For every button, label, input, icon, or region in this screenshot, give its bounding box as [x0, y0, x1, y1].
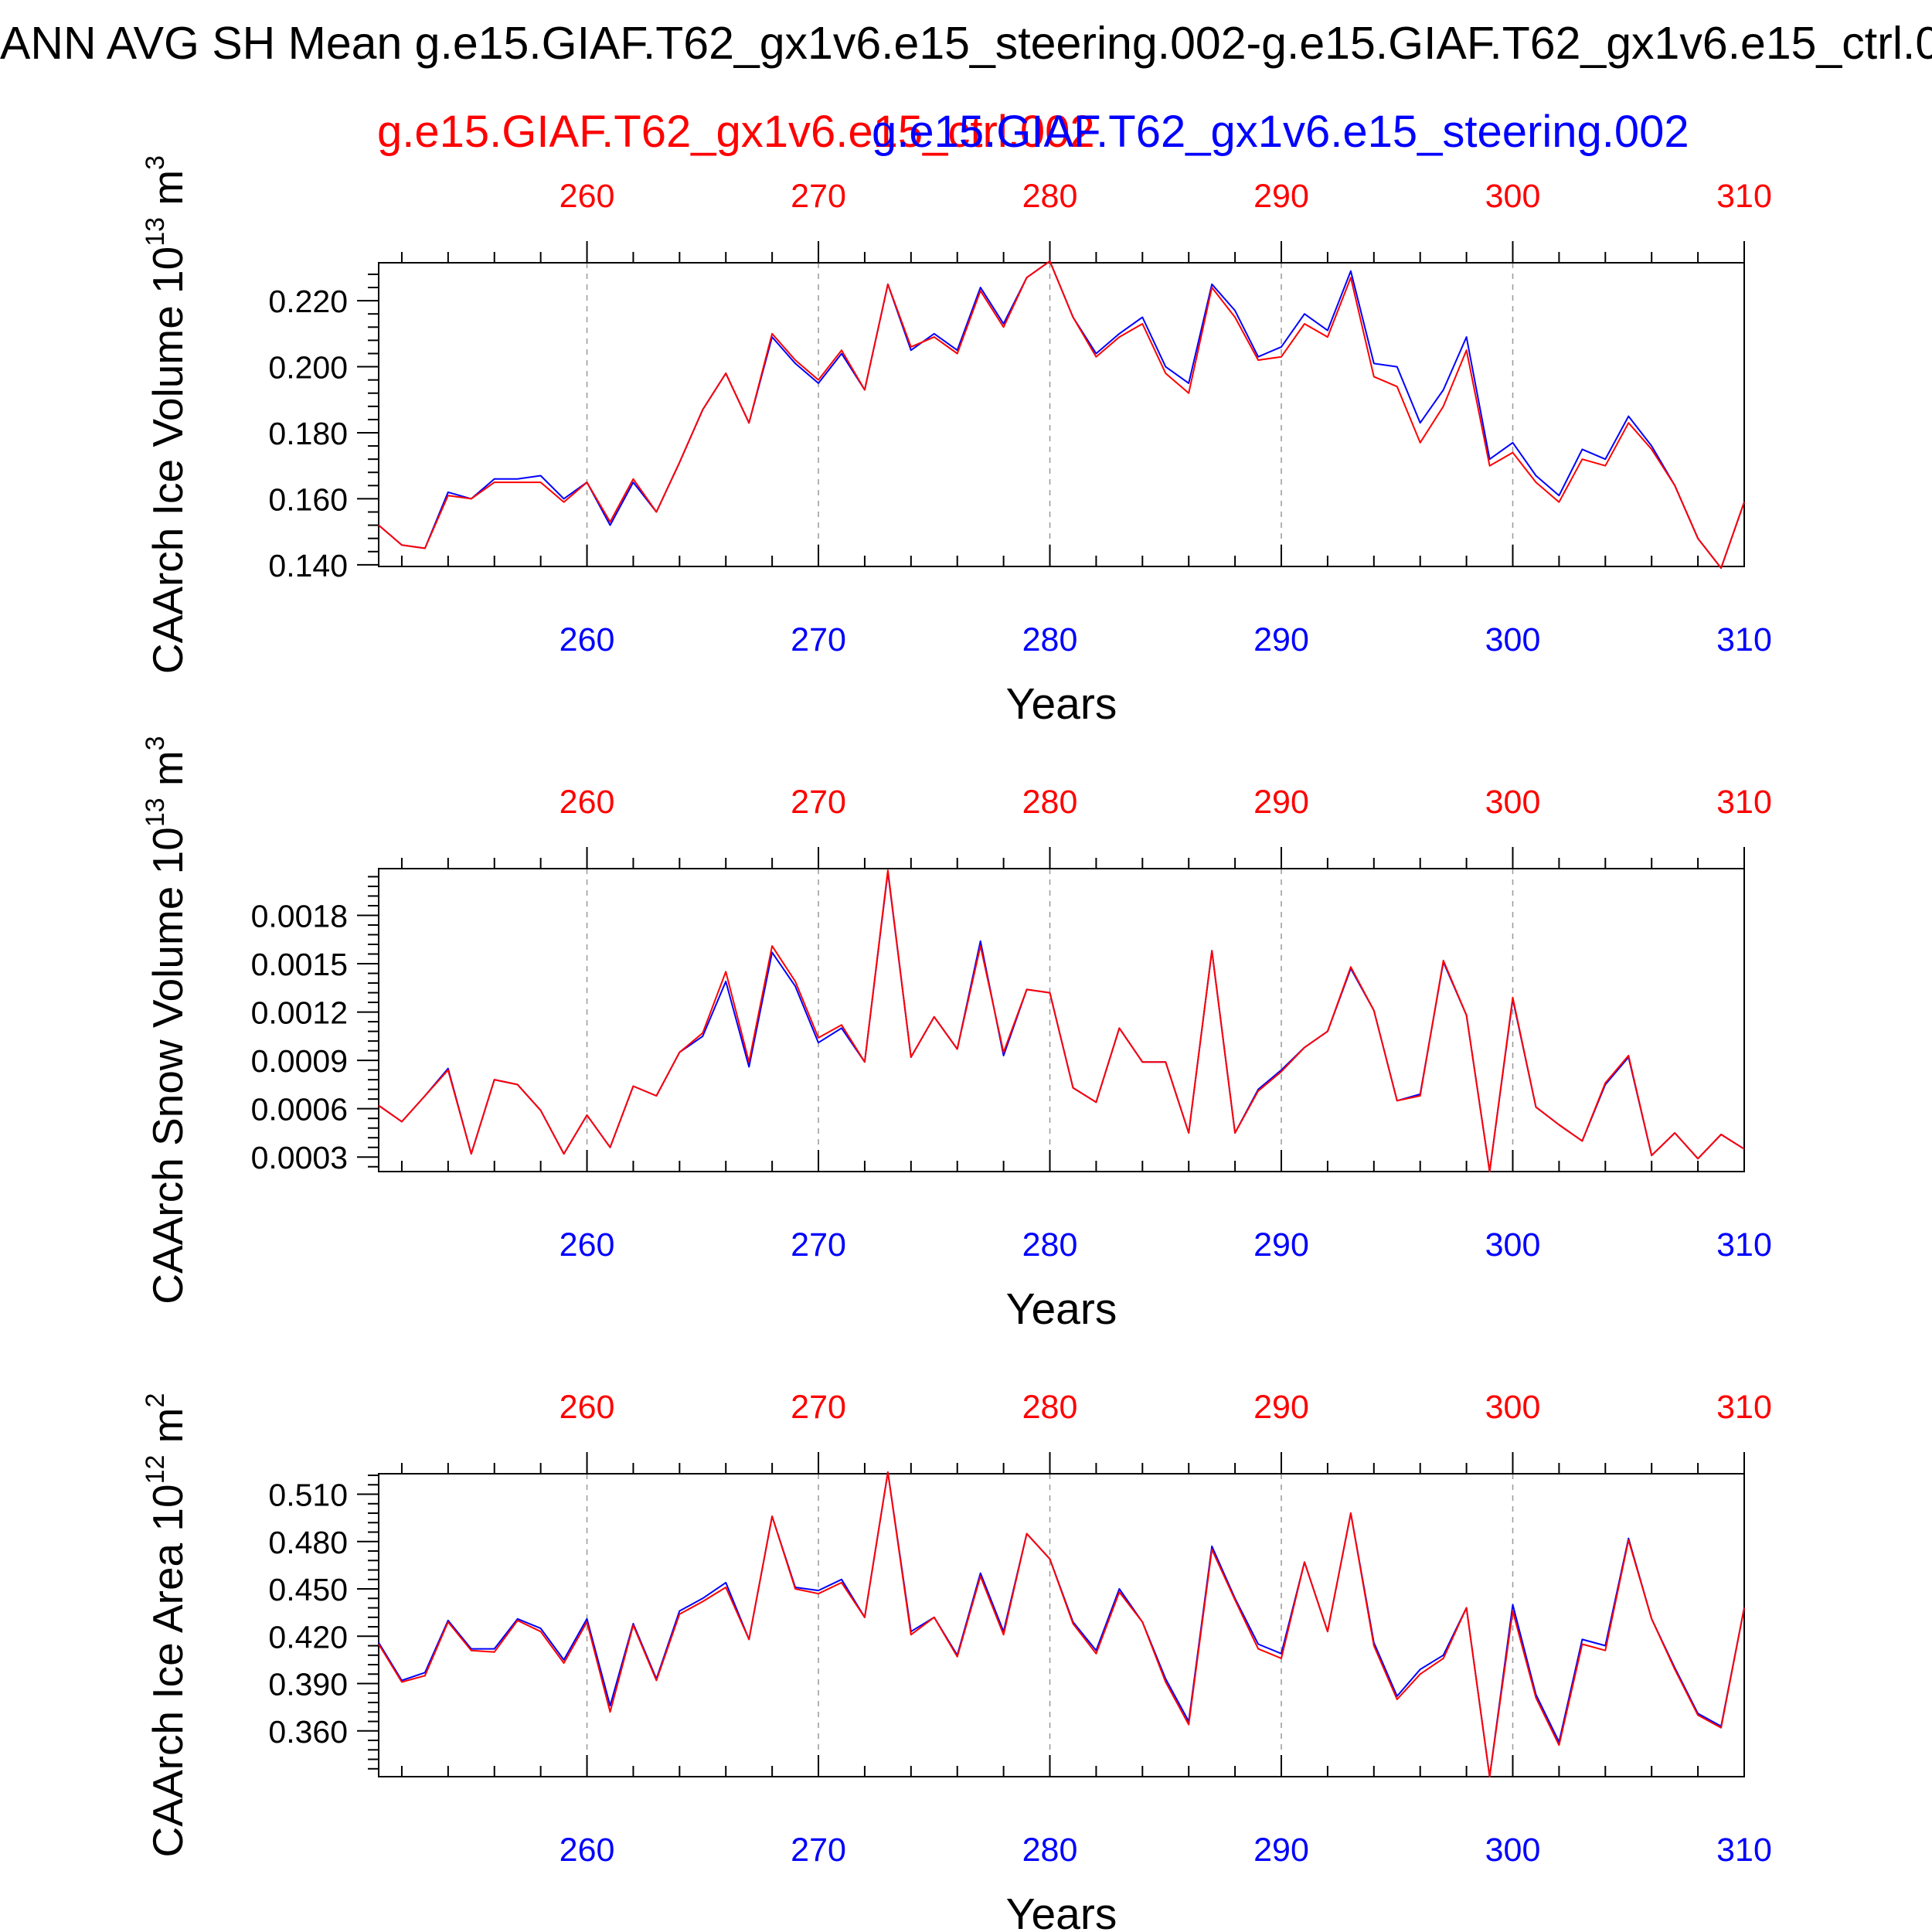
- x-tick-label-top: 310: [1716, 178, 1772, 215]
- y-axis-label: CAArch Ice Area 1012 m2: [141, 1393, 192, 1858]
- legend-ctrl-label: g.e15.GIAF.T62_gx1v6.e15_ctrl.002: [377, 107, 1095, 157]
- series-line-steering: [378, 1471, 1745, 1777]
- y-tick-label: 0.390: [268, 1667, 348, 1702]
- x-tick-label-bottom: 260: [560, 621, 615, 658]
- x-tick-label-top: 300: [1485, 178, 1541, 215]
- x-tick-label-top: 270: [791, 784, 846, 821]
- plot-frame: [378, 262, 1745, 567]
- y-tick-label: 0.0003: [251, 1140, 348, 1175]
- x-tick-label-top: 280: [1022, 784, 1078, 821]
- y-tick-label: 0.480: [268, 1525, 348, 1560]
- panel-3: 0.360 0.390 0.420 0.450 0.480 0.510 260 260 270 2…: [141, 1389, 1772, 1932]
- series-line-steering: [378, 871, 1745, 1172]
- y-tick-label: 0.160: [268, 481, 348, 517]
- y-tick-label: 0.0012: [251, 995, 348, 1031]
- x-tick-label-bottom: 310: [1716, 621, 1772, 658]
- x-tick-label-bottom: 310: [1716, 1832, 1772, 1869]
- legend-steering-label: g.e15.GIAF.T62_gx1v6.e15_steering.002: [872, 107, 1689, 157]
- x-tick-label-top: 260: [560, 1389, 615, 1426]
- chart-main-title: ANN AVG SH Mean g.e15.GIAF.T62_gx1v6.e15…: [0, 18, 1932, 69]
- x-tick-label-top: 280: [1022, 178, 1078, 215]
- x-tick-label-top: 300: [1485, 1389, 1541, 1426]
- x-tick-label-bottom: 270: [791, 1832, 846, 1869]
- x-tick-label-bottom: 280: [1022, 1226, 1078, 1264]
- x-tick-label-bottom: 270: [791, 1226, 846, 1264]
- panel-2: 0.0003 0.0006 0.0009 0.0012 0.0015 0.0018 260 2…: [141, 736, 1772, 1334]
- series-line-ctrl: [378, 869, 1745, 1172]
- x-tick-label-bottom: 270: [791, 621, 846, 658]
- x-axis-label: Years: [1006, 679, 1117, 729]
- series-line-steering: [378, 260, 1745, 570]
- x-tick-label-bottom: 290: [1253, 1226, 1309, 1264]
- x-tick-label-top: 260: [560, 784, 615, 821]
- y-tick-label: 0.360: [268, 1714, 348, 1750]
- y-axis-label: CAArch Ice Volume 1013 m3: [141, 155, 192, 674]
- x-tick-label-top: 290: [1253, 1389, 1309, 1426]
- y-tick-label: 0.0006: [251, 1092, 348, 1128]
- x-tick-label-bottom: 260: [560, 1226, 615, 1264]
- y-tick-label: 0.450: [268, 1572, 348, 1607]
- y-axis-label: CAArch Snow Volume 1013 m3: [141, 736, 192, 1304]
- y-tick-label: 0.180: [268, 416, 348, 451]
- x-tick-label-bottom: 290: [1253, 1832, 1309, 1869]
- x-axis-label: Years: [1006, 1284, 1117, 1334]
- x-tick-label-top: 310: [1716, 1389, 1772, 1426]
- y-tick-label: 0.510: [268, 1478, 348, 1513]
- y-tick-label: 0.200: [268, 350, 348, 386]
- legend: g.e15.GIAF.T62_gx1v6.e15_ctrl.002 g.e15.…: [0, 106, 1932, 160]
- x-tick-label-top: 270: [791, 178, 846, 215]
- x-tick-label-top: 300: [1485, 784, 1541, 821]
- x-tick-label-bottom: 300: [1485, 1226, 1541, 1264]
- x-tick-label-bottom: 290: [1253, 621, 1309, 658]
- y-tick-label: 0.140: [268, 548, 348, 583]
- x-tick-label-top: 260: [560, 178, 615, 215]
- x-tick-label-bottom: 310: [1716, 1226, 1772, 1264]
- y-tick-label: 0.0015: [251, 947, 348, 982]
- x-tick-label-top: 290: [1253, 178, 1309, 215]
- x-tick-label-bottom: 280: [1022, 621, 1078, 658]
- x-tick-label-top: 290: [1253, 784, 1309, 821]
- x-tick-label-bottom: 280: [1022, 1832, 1078, 1869]
- series-line-ctrl: [378, 1471, 1745, 1777]
- series-line-ctrl: [378, 260, 1745, 570]
- x-axis-label: Years: [1006, 1889, 1117, 1932]
- x-tick-label-bottom: 260: [560, 1832, 615, 1869]
- plot-frame: [378, 868, 1745, 1172]
- x-tick-label-top: 310: [1716, 784, 1772, 821]
- x-tick-label-top: 280: [1022, 1389, 1078, 1426]
- y-tick-label: 0.0018: [251, 898, 348, 934]
- y-tick-label: 0.420: [268, 1619, 348, 1655]
- x-tick-label-top: 270: [791, 1389, 846, 1426]
- x-tick-label-bottom: 300: [1485, 621, 1541, 658]
- y-tick-label: 0.220: [268, 284, 348, 319]
- plot-frame: [378, 1473, 1745, 1777]
- x-tick-label-bottom: 300: [1485, 1832, 1541, 1869]
- panel-1: 0.140 0.160 0.180 0.200 0.220 260 260 270 270 280…: [141, 155, 1772, 729]
- y-tick-label: 0.0009: [251, 1043, 348, 1079]
